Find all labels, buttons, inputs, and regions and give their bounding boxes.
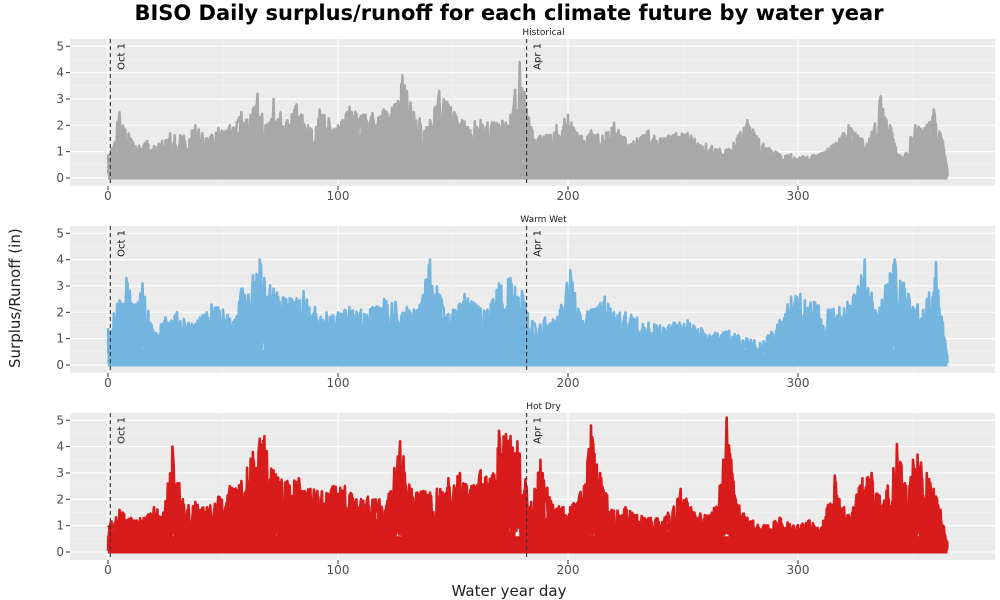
panel-historical: Historical 0 1 2 3 4 5 0 100 200 300 Oct 1 Apr 1 — [56, 28, 995, 203]
series-line — [106, 264, 949, 366]
y-tick-label: 4 — [56, 253, 64, 267]
series-base — [108, 536, 948, 552]
y-tick-label: 5 — [56, 413, 64, 427]
panel-hot-dry: Hot Dry 0 1 2 3 4 5 0 100 200 300 Oct 1 Apr 1 — [56, 402, 995, 577]
y-tick-label: 2 — [56, 492, 64, 506]
chart-title: BISO Daily surplus/runoff for each clima… — [134, 1, 884, 25]
x-tick-label: 100 — [327, 563, 350, 577]
x-tick-label: 100 — [327, 189, 350, 203]
y-tick-label: 2 — [56, 118, 64, 132]
y-tick-label: 0 — [56, 545, 64, 559]
x-tick-label: 300 — [787, 563, 810, 577]
vline-label: Oct 1 — [116, 417, 127, 444]
y-tick-label: 1 — [56, 332, 64, 346]
x-tick-label: 0 — [104, 563, 112, 577]
vline-label: Oct 1 — [116, 43, 127, 70]
y-tick-label: 3 — [56, 279, 64, 293]
y-tick-label: 3 — [56, 466, 64, 480]
x-tick-label: 200 — [557, 376, 580, 390]
vline-label: Oct 1 — [116, 230, 127, 257]
x-tick-label: 200 — [557, 189, 580, 203]
panel-title: Hot Dry — [526, 402, 561, 412]
vline-label: Apr 1 — [533, 43, 544, 70]
panel-title: Warm Wet — [520, 215, 567, 225]
y-tick-label: 3 — [56, 92, 64, 106]
x-tick-label: 300 — [787, 376, 810, 390]
vline-label: Apr 1 — [533, 417, 544, 444]
y-tick-label: 5 — [56, 226, 64, 240]
x-tick-label: 200 — [557, 563, 580, 577]
y-tick-label: 5 — [56, 39, 64, 53]
y-tick-label: 1 — [56, 519, 64, 533]
y-tick-label: 4 — [56, 66, 64, 80]
panel-title: Historical — [522, 28, 564, 38]
x-axis-label: Water year day — [451, 582, 567, 600]
panel-warm-wet: Warm Wet 0 1 2 3 4 5 0 100 200 300 Oct 1 Apr 1 — [56, 215, 995, 390]
vline-label: Apr 1 — [533, 230, 544, 257]
y-tick-label: 2 — [56, 305, 64, 319]
series-base — [108, 162, 948, 178]
y-tick-label: 0 — [56, 358, 64, 372]
y-tick-label: 0 — [56, 171, 64, 185]
x-tick-label: 100 — [327, 376, 350, 390]
y-tick-label: 4 — [56, 440, 64, 454]
x-tick-label: 0 — [104, 376, 112, 390]
series-base — [108, 349, 948, 365]
x-tick-label: 0 — [104, 189, 112, 203]
x-tick-label: 300 — [787, 189, 810, 203]
y-tick-label: 1 — [56, 145, 64, 159]
